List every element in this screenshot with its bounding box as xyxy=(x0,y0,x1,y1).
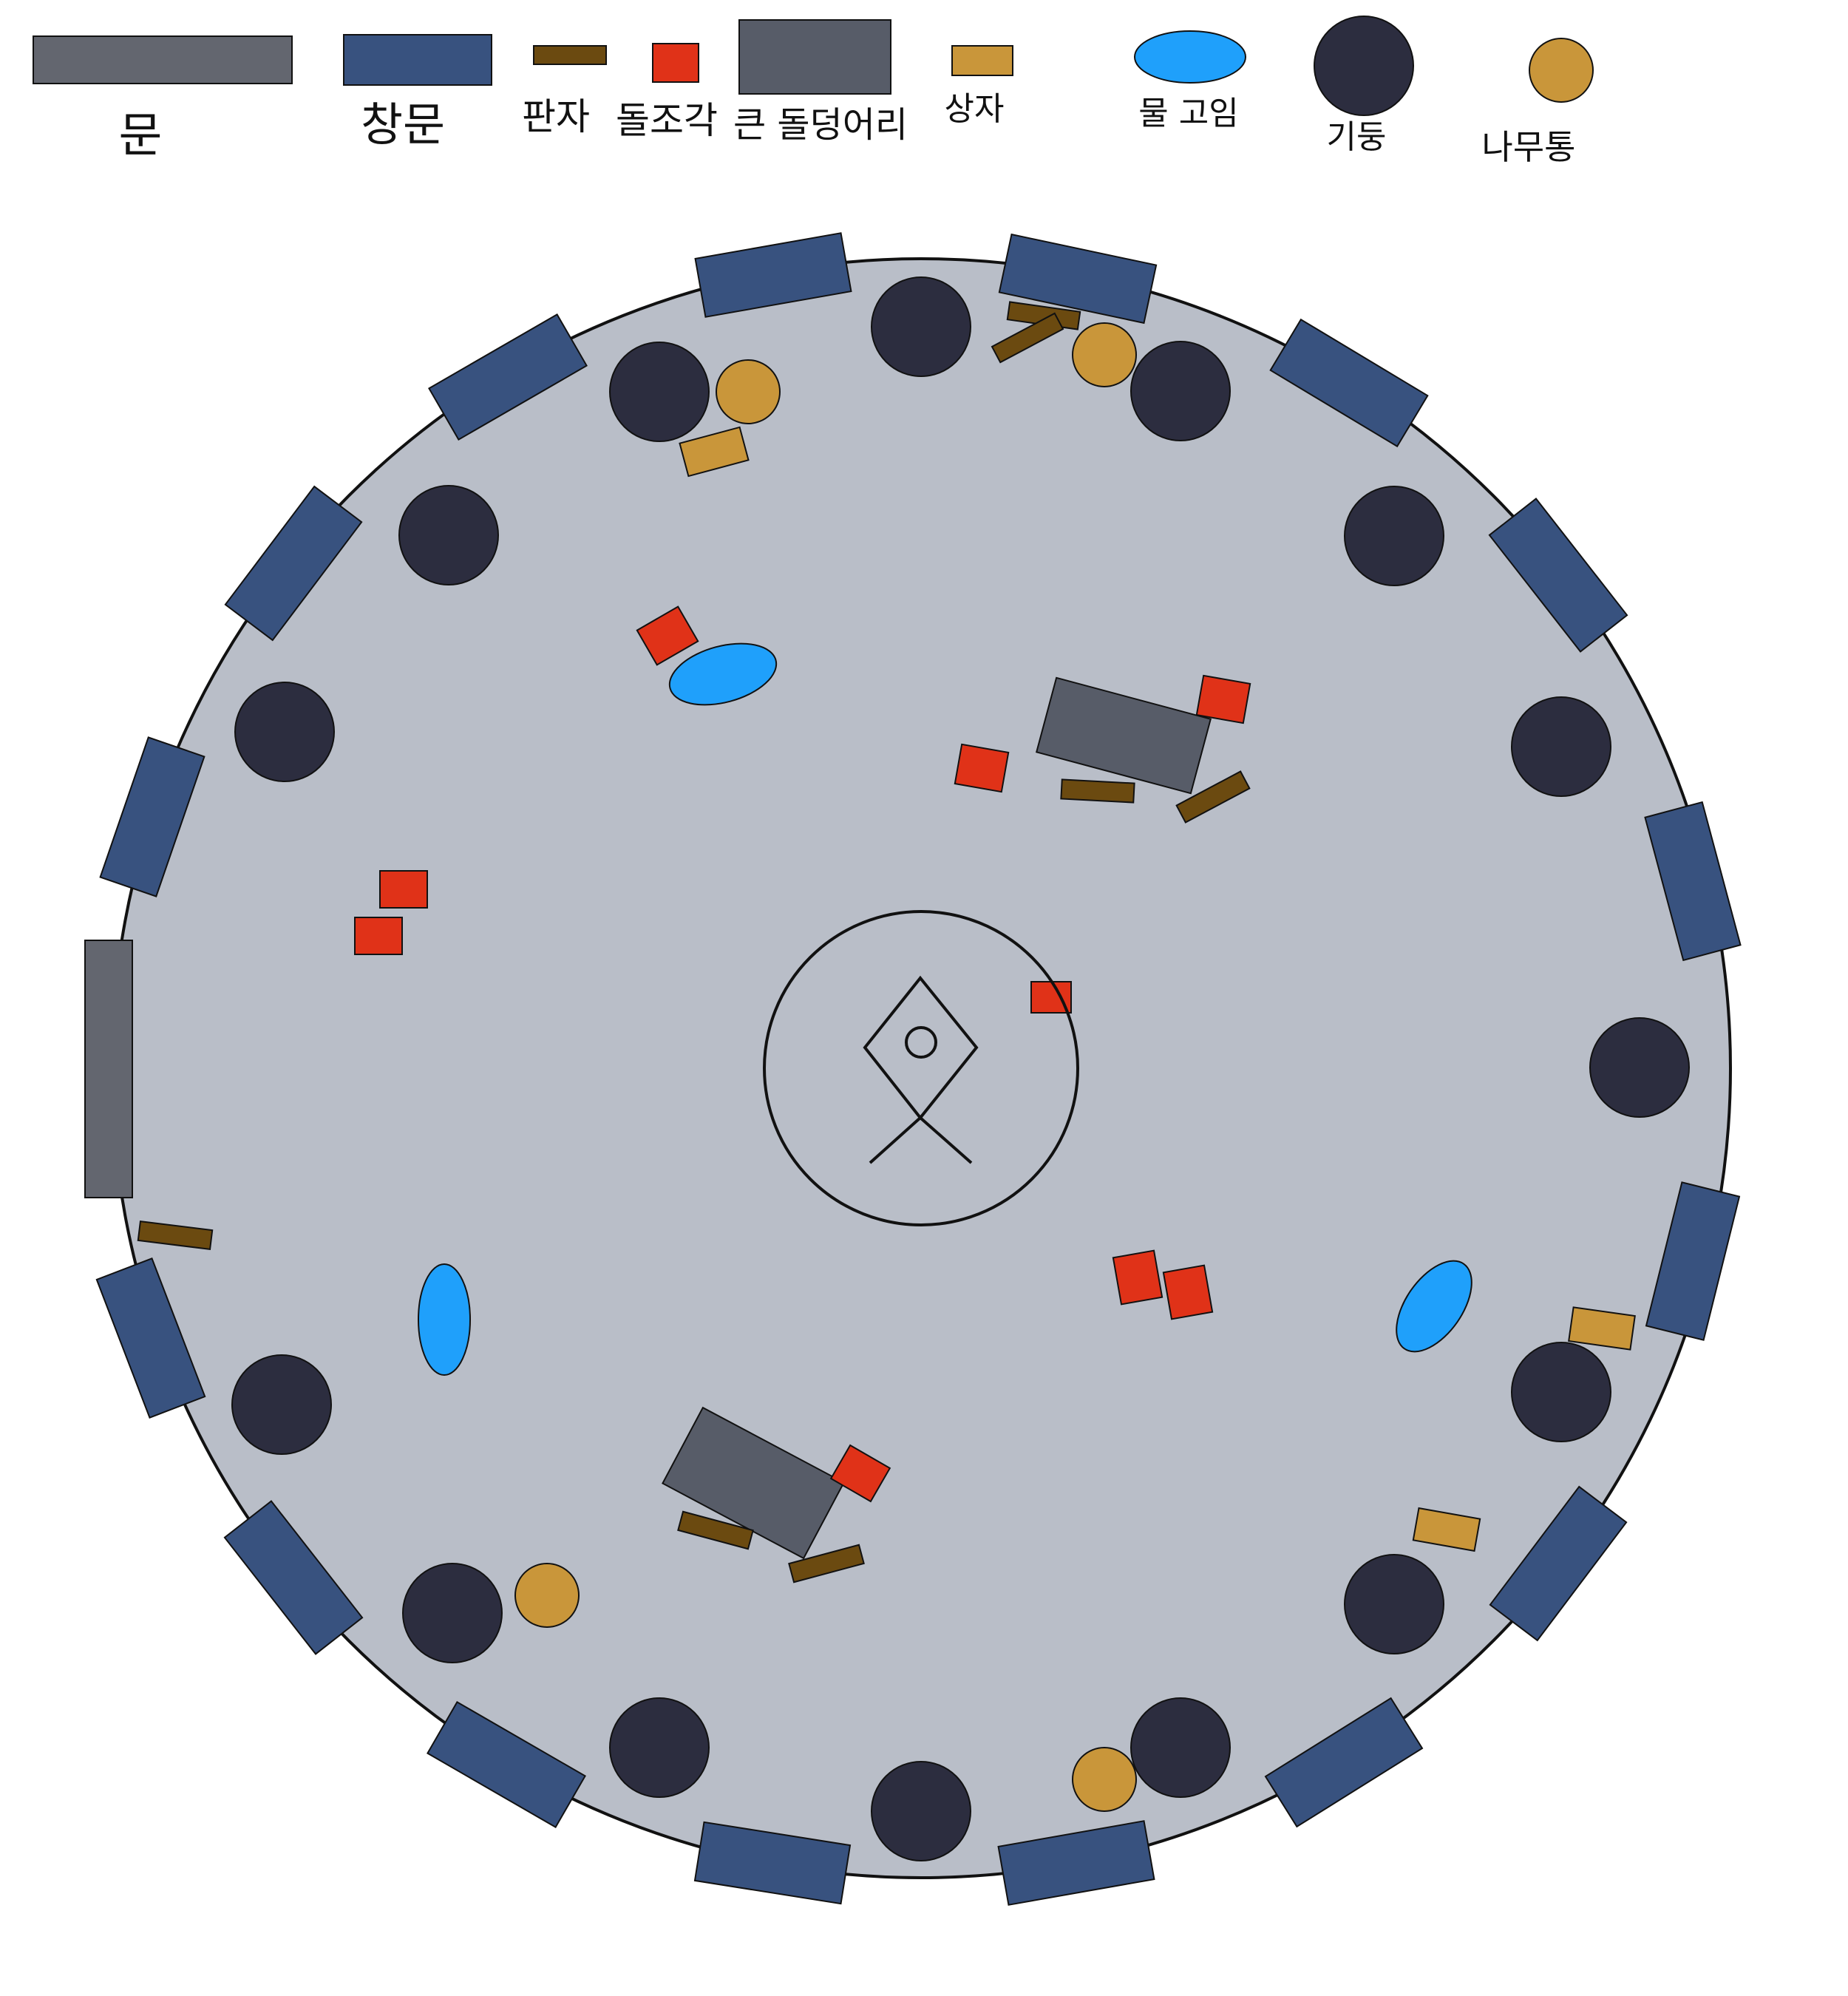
debris xyxy=(954,743,1010,793)
legend-crate-label: 상자 xyxy=(945,90,1005,128)
legend-puddle: 물 고임 xyxy=(1134,30,1246,132)
pillar xyxy=(231,1354,332,1455)
plank xyxy=(1060,778,1135,804)
window xyxy=(1488,498,1628,653)
debris xyxy=(1195,674,1251,724)
boulder xyxy=(1035,676,1212,795)
window xyxy=(997,1820,1155,1906)
legend-barrel-label: 나무통 xyxy=(1482,127,1576,167)
plank xyxy=(137,1221,214,1250)
plank xyxy=(1175,770,1251,824)
pillar xyxy=(871,276,971,377)
barrel xyxy=(514,1563,580,1628)
legend: 문 창문 판자 돌조각 큰 돌덩어리 상자 물 고임 기둥 xyxy=(33,16,1594,167)
othala-rune-icon xyxy=(863,975,979,1164)
window xyxy=(95,1257,206,1419)
puddle xyxy=(1396,1260,1472,1353)
plank xyxy=(788,1544,865,1583)
legend-boulder: 큰 돌덩어리 xyxy=(733,19,908,146)
puddle xyxy=(668,642,778,706)
plank xyxy=(677,1510,754,1550)
legend-debris: 돌조각 xyxy=(616,43,718,142)
pillar xyxy=(1130,341,1231,441)
puddles xyxy=(418,642,1472,1376)
window xyxy=(428,313,588,441)
pillar xyxy=(1344,486,1444,586)
debris xyxy=(354,605,1251,1503)
barrel xyxy=(716,359,781,424)
pillar xyxy=(1511,1342,1611,1442)
window xyxy=(223,1500,364,1655)
pillar xyxy=(402,1563,503,1663)
window xyxy=(694,232,852,318)
legend-pillar-label: 기둥 xyxy=(1327,118,1387,156)
pillar xyxy=(1511,696,1611,797)
legend-plank: 판자 xyxy=(522,45,607,138)
pillar xyxy=(398,485,499,585)
barrel xyxy=(1072,1747,1137,1812)
legend-door-label: 문 xyxy=(119,109,163,163)
legend-window: 창문 xyxy=(343,34,492,152)
crate xyxy=(1568,1306,1636,1351)
pillars xyxy=(231,276,1690,1861)
door xyxy=(84,940,133,1198)
legend-debris-label: 돌조각 xyxy=(616,99,718,142)
debris xyxy=(829,1444,891,1503)
debris xyxy=(1112,1249,1164,1306)
boulders xyxy=(662,676,1212,1560)
window xyxy=(1264,1697,1424,1828)
window xyxy=(1489,1485,1628,1642)
barrels xyxy=(514,322,1137,1812)
legend-barrel: 나무통 xyxy=(1482,38,1594,167)
crate xyxy=(1412,1507,1481,1552)
arena-floor xyxy=(110,257,1732,1879)
pillar xyxy=(1130,1697,1231,1798)
pillar xyxy=(1344,1554,1444,1654)
barrel xyxy=(1072,322,1137,387)
center-circle xyxy=(763,910,1079,1226)
planks xyxy=(137,301,1251,1583)
crates xyxy=(679,426,1636,1552)
plank xyxy=(991,312,1064,364)
legend-boulder-label: 큰 돌덩어리 xyxy=(733,104,908,146)
legend-door: 문 xyxy=(33,35,293,163)
debris xyxy=(636,605,699,666)
window xyxy=(427,1700,586,1829)
window xyxy=(693,1821,852,1905)
legend-crate: 상자 xyxy=(945,45,1013,128)
window xyxy=(1644,801,1742,962)
boulder xyxy=(662,1406,845,1560)
window xyxy=(1269,318,1429,448)
debris xyxy=(354,917,403,955)
pillar xyxy=(609,1697,710,1798)
center-rune xyxy=(763,910,1079,1226)
debris xyxy=(1162,1264,1214,1320)
crate xyxy=(679,426,750,478)
window xyxy=(1645,1181,1741,1341)
pillar xyxy=(234,682,335,782)
puddle xyxy=(418,1263,471,1376)
legend-plank-label: 판자 xyxy=(522,95,590,138)
window xyxy=(99,736,205,897)
pillar xyxy=(1589,1017,1690,1118)
window xyxy=(224,485,363,642)
legend-window-label: 창문 xyxy=(361,98,445,152)
window xyxy=(998,233,1158,325)
debris xyxy=(379,870,428,909)
pillar xyxy=(609,342,710,442)
legend-puddle-label: 물 고임 xyxy=(1138,95,1238,132)
pillar xyxy=(871,1761,971,1861)
legend-pillar: 기둥 xyxy=(1314,16,1414,156)
windows xyxy=(95,232,1742,1906)
